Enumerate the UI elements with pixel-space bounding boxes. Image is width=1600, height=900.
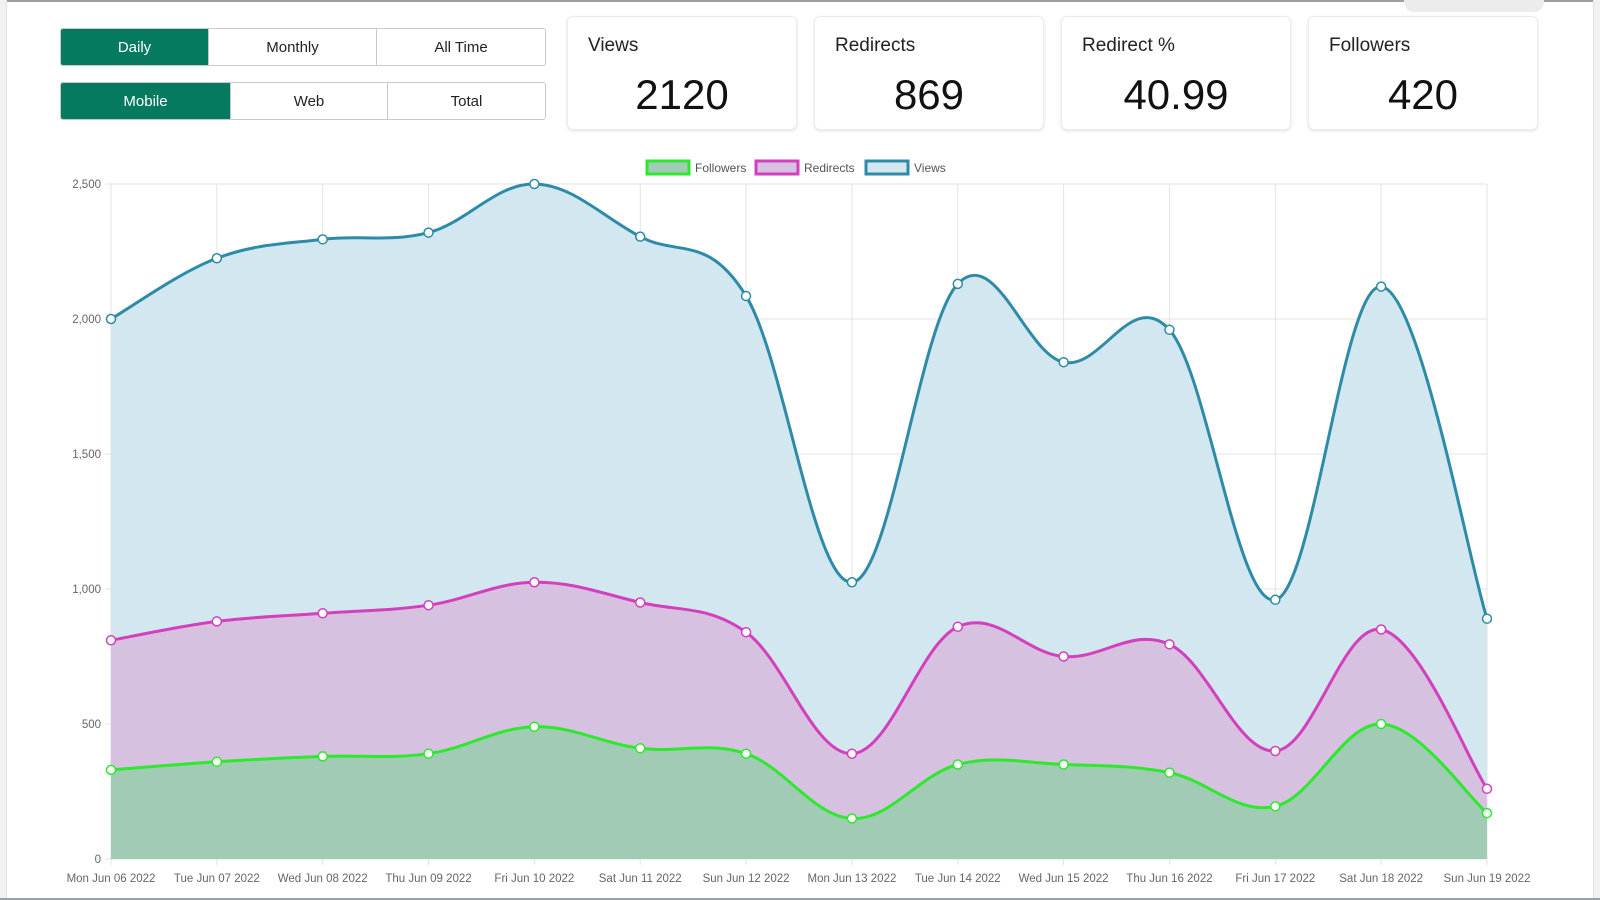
top-pill-tab[interactable] bbox=[1404, 0, 1544, 12]
followers-point bbox=[1164, 767, 1175, 778]
followers-point bbox=[1481, 807, 1493, 819]
x-tick-label: Tue Jun 14 2022 bbox=[915, 873, 1001, 885]
followers-point bbox=[1375, 718, 1387, 730]
followers-point bbox=[529, 721, 540, 732]
views-stat-card: Views 2120 bbox=[567, 16, 797, 130]
followers-point bbox=[317, 751, 328, 762]
views-line bbox=[110, 182, 1489, 620]
x-tick-label: Mon Jun 13 2022 bbox=[807, 873, 896, 885]
views-stat-value: 2120 bbox=[635, 71, 729, 118]
time-range-tabs: Daily Monthly All Time bbox=[60, 28, 546, 66]
window-top-edge bbox=[0, 0, 1600, 2]
window-bottom-edge bbox=[0, 898, 1600, 900]
x-tick-label: Fri Jun 17 2022 bbox=[1235, 873, 1315, 885]
followers-stat-value: 420 bbox=[1387, 71, 1459, 118]
legend-swatch bbox=[864, 159, 910, 176]
x-tick-label: Thu Jun 16 2022 bbox=[1126, 873, 1212, 885]
redirect-percent-stat-value: 40.99 bbox=[1123, 71, 1229, 118]
web-button[interactable]: Web bbox=[230, 83, 387, 119]
views-point bbox=[634, 231, 646, 242]
redirects-point bbox=[740, 626, 752, 638]
x-tick-label: Sat Jun 18 2022 bbox=[1339, 873, 1423, 885]
window-left-edge bbox=[0, 0, 7, 900]
redirects-point bbox=[1164, 639, 1175, 650]
redirects-point bbox=[423, 599, 434, 611]
legend-item-redirects[interactable]: Redirects bbox=[754, 159, 855, 176]
followers-point bbox=[740, 748, 752, 759]
platform-tabs: Mobile Web Total bbox=[60, 82, 546, 120]
mobile-button[interactable]: Mobile bbox=[61, 83, 230, 119]
y-tick-label: 1,000 bbox=[72, 584, 101, 596]
redirects-point bbox=[105, 635, 117, 646]
x-tick-label: Sat Jun 11 2022 bbox=[599, 873, 682, 885]
views-point bbox=[105, 313, 117, 325]
redirects-point bbox=[634, 597, 646, 608]
followers-point bbox=[423, 748, 434, 759]
legend-item-followers[interactable]: Followers bbox=[645, 159, 746, 176]
y-tick-label: 2,500 bbox=[72, 179, 101, 191]
redirects-stat-card: Redirects 869 bbox=[814, 16, 1044, 130]
total-button[interactable]: Total bbox=[387, 83, 545, 119]
all-time-button[interactable]: All Time bbox=[376, 29, 545, 65]
redirects-point bbox=[1058, 651, 1069, 662]
views-point bbox=[1481, 613, 1493, 624]
views-point bbox=[1058, 356, 1069, 368]
followers-point bbox=[846, 813, 858, 824]
views-point bbox=[529, 178, 540, 190]
views-point bbox=[740, 290, 752, 302]
y-tick-label: 0 bbox=[95, 854, 101, 866]
redirect-percent-stat-label: Redirect % bbox=[1082, 35, 1175, 56]
daily-activity-chart: 0 500 1,000 1,500 2,000 2,500 Mon Jun 06 2022 T… bbox=[67, 159, 1531, 885]
redirects-point bbox=[211, 616, 223, 627]
redirect-percent-stat-card: Redirect % 40.99 bbox=[1061, 16, 1291, 130]
views-point bbox=[1164, 324, 1175, 336]
views-point bbox=[1375, 281, 1387, 292]
followers-point bbox=[1270, 801, 1281, 812]
followers-stat-card: Followers 420 bbox=[1308, 16, 1538, 130]
daily-button[interactable]: Daily bbox=[61, 29, 208, 65]
y-tick-label: 500 bbox=[82, 719, 101, 731]
x-tick-label: Fri Jun 10 2022 bbox=[494, 873, 574, 885]
legend-label: Redirects bbox=[804, 161, 855, 175]
views-point bbox=[1270, 594, 1281, 606]
x-tick-label: Thu Jun 09 2022 bbox=[385, 873, 471, 885]
followers-point bbox=[1058, 759, 1069, 770]
views-point bbox=[211, 253, 223, 264]
redirects-point bbox=[952, 621, 964, 633]
redirects-point bbox=[317, 608, 328, 619]
legend-item-views[interactable]: Views bbox=[864, 159, 946, 176]
y-tick-label: 2,000 bbox=[72, 314, 101, 326]
redirects-point bbox=[1481, 783, 1493, 795]
legend-swatch bbox=[645, 159, 691, 176]
followers-point bbox=[952, 759, 964, 770]
x-tick-label: Wed Jun 08 2022 bbox=[278, 873, 368, 885]
x-tick-label: Tue Jun 07 2022 bbox=[174, 873, 260, 885]
monthly-button[interactable]: Monthly bbox=[208, 29, 376, 65]
window-right-edge bbox=[1593, 0, 1600, 900]
legend-label: Followers bbox=[695, 161, 746, 175]
followers-point bbox=[105, 764, 117, 776]
views-point bbox=[846, 577, 858, 588]
legend-label: Views bbox=[914, 161, 946, 175]
redirects-point bbox=[529, 577, 540, 588]
redirects-point bbox=[1375, 624, 1387, 635]
redirects-stat-value: 869 bbox=[893, 71, 965, 118]
redirects-point bbox=[1270, 745, 1281, 757]
followers-point bbox=[634, 743, 646, 754]
x-tick-label: Wed Jun 15 2022 bbox=[1019, 873, 1109, 885]
views-point bbox=[952, 278, 964, 290]
views-point bbox=[423, 227, 434, 238]
redirects-point bbox=[846, 748, 858, 759]
views-point bbox=[317, 234, 328, 245]
x-tick-label: Sun Jun 19 2022 bbox=[1444, 873, 1531, 885]
followers-stat-label: Followers bbox=[1329, 35, 1411, 56]
y-tick-label: 1,500 bbox=[72, 449, 101, 461]
x-tick-label: Mon Jun 06 2022 bbox=[67, 873, 156, 885]
x-tick-label: Sun Jun 12 2022 bbox=[703, 873, 790, 885]
redirects-stat-label: Redirects bbox=[835, 35, 916, 56]
views-stat-label: Views bbox=[588, 35, 639, 56]
followers-point bbox=[211, 756, 223, 768]
legend-swatch bbox=[754, 159, 800, 176]
